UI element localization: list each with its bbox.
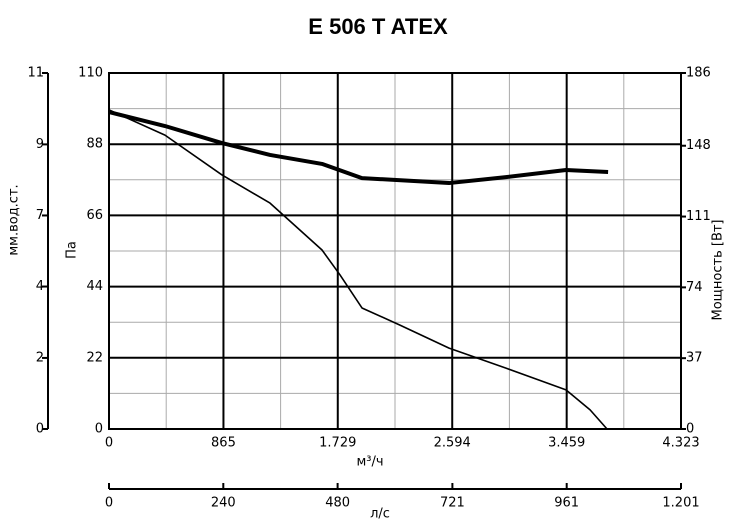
x2-tick-label: 721 [440,496,465,511]
chart-title: E 506 T ATEX [308,14,448,39]
x-tick-label: 2.594 [434,436,471,451]
y-tick-label: 66 [86,208,103,223]
y3-axis-label: мм.вод.ст. [7,184,22,255]
x-tick-label: 4.323 [662,436,699,451]
y2-tick-label: 0 [686,422,694,437]
power-curve [108,110,609,186]
x-tick-label: 0 [105,436,113,451]
y-tick-label: 22 [86,350,103,365]
y-tick-label: 88 [86,137,103,152]
y2-tick-label: 186 [686,66,711,81]
y3-tick-label: 0 [36,422,44,437]
x2-tick-label: 240 [211,496,236,511]
x2-axis-label: л/с [370,507,390,522]
x2-tick-label: 961 [554,496,579,511]
y2-tick-label: 111 [686,209,711,224]
y2-tick-label: 148 [686,138,711,153]
x2-tick-label: 0 [105,496,113,511]
x2-tick-label: 480 [325,496,350,511]
y2-axis-label: Мощность [Вт] [711,219,726,320]
y3-tick-label: 9 [36,137,44,152]
x-axis-label: м³/ч [356,455,383,470]
y-tick-label: 44 [86,279,103,294]
y-tick-label: 0 [95,422,103,437]
x-tick-label: 1.729 [319,436,356,451]
x-tick-label: 865 [211,436,236,451]
x-tick-label: 3.459 [548,436,585,451]
x2-tick-label: 1.201 [662,496,699,511]
y3-tick-label: 7 [36,208,44,223]
y2-tick-label: 37 [686,351,703,366]
y-tick-label: 110 [78,66,103,81]
y3-tick-label: 11 [27,66,44,81]
y2-tick-label: 74 [686,280,703,295]
y3-tick-label: 4 [36,279,44,294]
y3-tick-label: 2 [36,350,44,365]
plot-frame [108,72,682,430]
y-axis-label: Па [65,241,80,259]
pressure-curve [108,109,608,430]
